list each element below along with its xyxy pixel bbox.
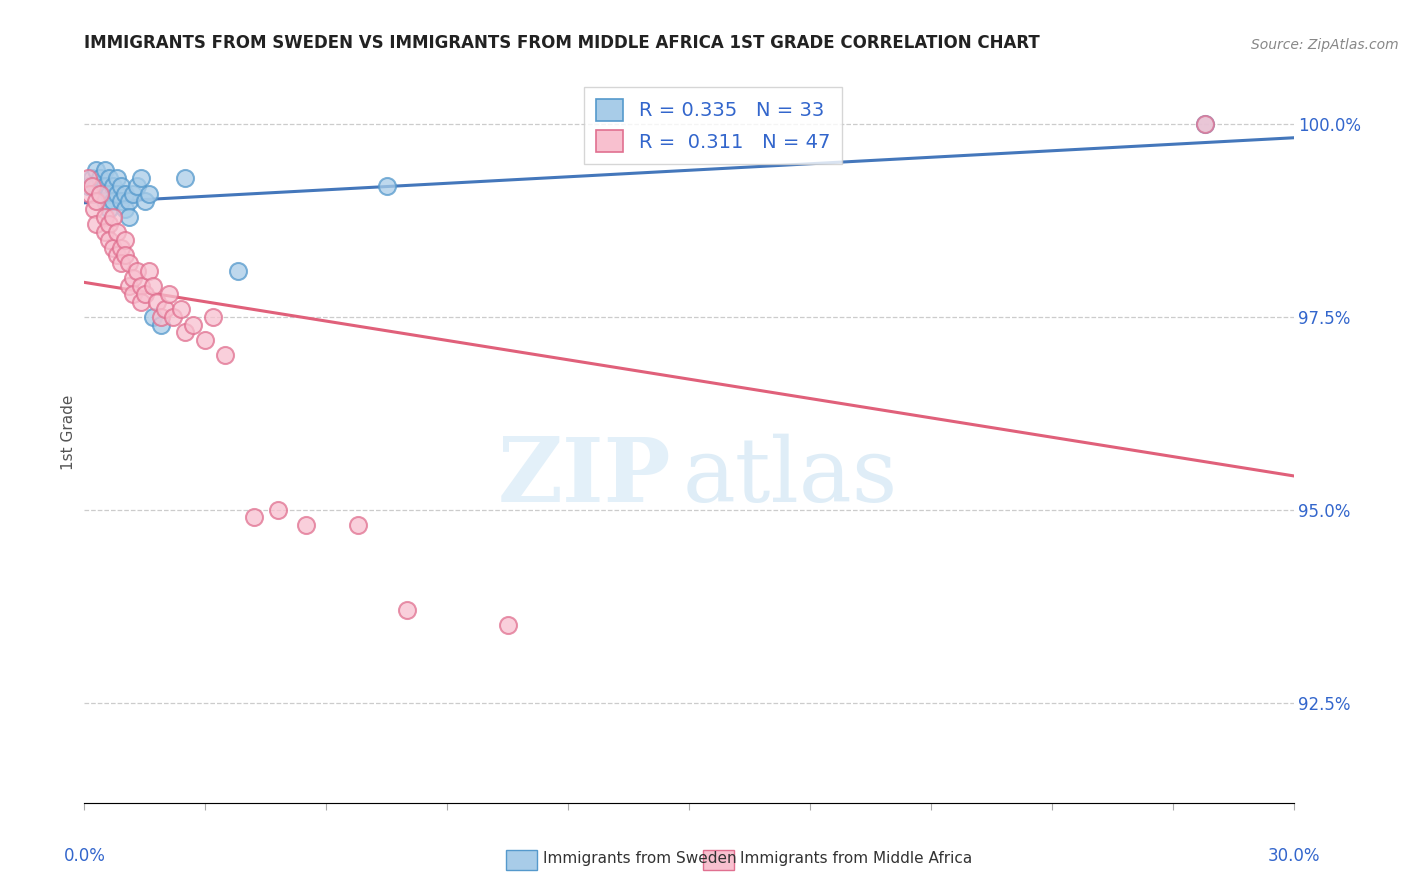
Point — [93, 225, 115, 239]
Point — [82, 178, 104, 193]
Point — [97, 233, 120, 247]
Point — [89, 186, 111, 201]
Point — [242, 510, 264, 524]
Point — [142, 310, 165, 324]
Text: ZIP: ZIP — [498, 434, 671, 521]
Point — [134, 194, 156, 209]
Text: atlas: atlas — [683, 434, 898, 521]
Point — [82, 171, 104, 186]
Point — [157, 286, 180, 301]
Point — [149, 318, 172, 332]
Point — [97, 202, 120, 216]
Point — [118, 256, 141, 270]
Point — [129, 279, 152, 293]
Point — [105, 186, 128, 201]
Point — [162, 310, 184, 324]
Point — [93, 210, 115, 224]
Point — [93, 194, 115, 209]
Point — [146, 294, 169, 309]
Point — [174, 171, 197, 186]
Text: 30.0%: 30.0% — [1267, 847, 1320, 865]
Point — [86, 194, 108, 209]
Point — [375, 178, 398, 193]
Point — [496, 618, 519, 632]
Point — [194, 333, 217, 347]
Point — [267, 502, 290, 516]
Point — [202, 310, 225, 324]
Point — [93, 163, 115, 178]
Point — [110, 178, 132, 193]
Point — [114, 186, 136, 201]
Point — [93, 178, 115, 193]
Point — [110, 194, 132, 209]
Y-axis label: 1st Grade: 1st Grade — [60, 395, 76, 470]
Point — [214, 349, 236, 363]
Point — [174, 326, 197, 340]
Point — [114, 233, 136, 247]
Point — [101, 178, 124, 193]
Point — [121, 271, 143, 285]
Legend: R = 0.335   N = 33, R =  0.311   N = 47: R = 0.335 N = 33, R = 0.311 N = 47 — [585, 87, 842, 164]
Text: Immigrants from Sweden: Immigrants from Sweden — [543, 852, 737, 866]
Point — [226, 263, 249, 277]
Point — [395, 603, 418, 617]
Point — [118, 210, 141, 224]
Point — [101, 210, 124, 224]
Point — [170, 302, 193, 317]
Point — [295, 518, 318, 533]
Point — [118, 194, 141, 209]
Point — [86, 163, 108, 178]
Text: Immigrants from Middle Africa: Immigrants from Middle Africa — [740, 852, 972, 866]
Point — [86, 218, 108, 232]
Point — [121, 186, 143, 201]
Point — [89, 171, 111, 186]
Point — [153, 302, 176, 317]
Point — [138, 186, 160, 201]
Point — [125, 178, 148, 193]
Point — [77, 178, 100, 193]
Point — [114, 248, 136, 262]
Point — [86, 178, 108, 193]
Point — [138, 263, 160, 277]
Point — [105, 171, 128, 186]
Point — [1194, 117, 1216, 131]
Point — [347, 518, 370, 533]
Point — [129, 171, 152, 186]
Point — [97, 186, 120, 201]
Point — [97, 171, 120, 186]
Point — [83, 202, 105, 216]
Point — [181, 318, 204, 332]
Point — [77, 171, 100, 186]
Point — [118, 279, 141, 293]
Point — [101, 240, 124, 254]
Point — [110, 256, 132, 270]
Point — [105, 248, 128, 262]
Point — [79, 186, 101, 201]
Point — [114, 202, 136, 216]
Point — [149, 310, 172, 324]
Text: Source: ZipAtlas.com: Source: ZipAtlas.com — [1251, 37, 1399, 52]
Point — [1194, 117, 1216, 131]
Point — [142, 279, 165, 293]
Text: 0.0%: 0.0% — [63, 847, 105, 865]
Point — [110, 240, 132, 254]
Point — [129, 294, 152, 309]
Text: IMMIGRANTS FROM SWEDEN VS IMMIGRANTS FROM MIDDLE AFRICA 1ST GRADE CORRELATION CH: IMMIGRANTS FROM SWEDEN VS IMMIGRANTS FRO… — [84, 34, 1040, 52]
Point — [105, 225, 128, 239]
Point — [101, 194, 124, 209]
Point — [134, 286, 156, 301]
Point — [89, 186, 111, 201]
Point — [97, 218, 120, 232]
Point — [121, 286, 143, 301]
Point — [125, 263, 148, 277]
